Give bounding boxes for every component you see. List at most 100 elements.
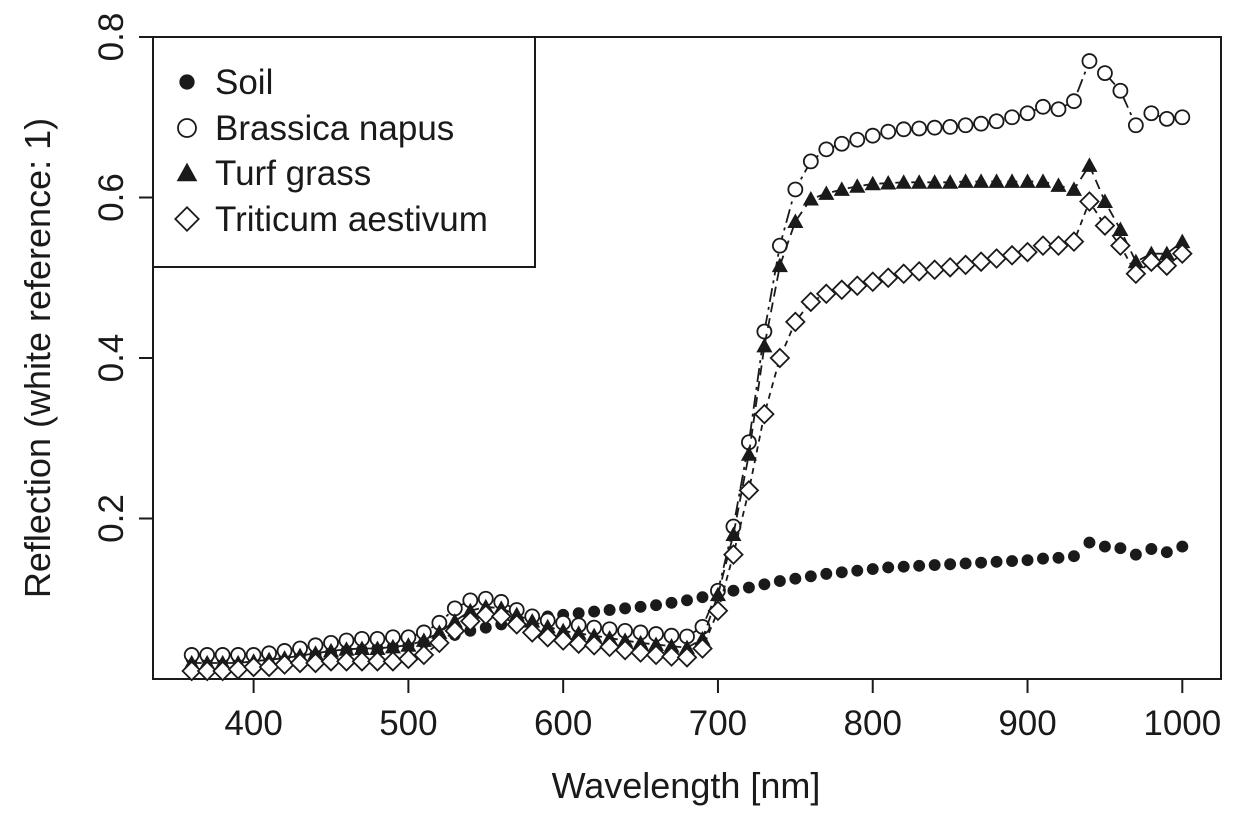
data-point	[1019, 105, 1036, 122]
data-point	[555, 622, 572, 638]
axes: 400 500 600 700 800 900 1000 0.2 0.4 0.6 0.8	[92, 13, 1222, 743]
data-point	[367, 650, 388, 672]
data-point	[986, 248, 1007, 269]
data-point	[1097, 65, 1113, 82]
data-point	[877, 267, 899, 289]
data-point	[771, 237, 788, 254]
data-point	[475, 604, 497, 626]
data-point	[1068, 550, 1080, 563]
data-point	[1129, 548, 1142, 561]
data-point	[508, 606, 525, 622]
data-point	[707, 600, 729, 622]
data-point	[928, 559, 941, 571]
data-point	[740, 446, 757, 461]
x-tick-label: 600	[534, 704, 592, 743]
data-point	[1114, 542, 1127, 555]
data-point	[849, 131, 866, 148]
data-point	[926, 119, 943, 136]
data-point	[880, 175, 897, 190]
data-point	[428, 632, 450, 654]
data-point	[849, 178, 866, 193]
legend-marker	[174, 206, 200, 232]
data-point	[990, 555, 1003, 568]
data-point	[882, 561, 895, 574]
data-point	[835, 566, 848, 579]
data-point	[727, 584, 740, 597]
data-point	[681, 594, 693, 607]
data-point	[1110, 235, 1131, 257]
x-axis-label: Wavelength [nm]	[552, 765, 821, 806]
data-point	[738, 480, 760, 501]
data-point	[446, 613, 463, 628]
data-point	[815, 283, 837, 305]
legend-box	[152, 36, 536, 268]
data-point	[723, 544, 744, 565]
data-point	[756, 337, 773, 353]
data-point	[1145, 543, 1158, 555]
data-point	[1035, 98, 1051, 115]
x-tick-label: 400	[224, 704, 282, 743]
data-point	[939, 256, 961, 278]
data-point	[1158, 245, 1175, 261]
data-point	[1112, 221, 1129, 237]
data-point	[787, 181, 804, 198]
data-point	[630, 642, 651, 663]
data-point	[413, 644, 435, 666]
data-point	[957, 173, 974, 188]
data-point	[911, 120, 928, 137]
data-point	[599, 636, 620, 658]
data-point	[1037, 552, 1049, 565]
data-point	[320, 650, 342, 672]
data-point	[833, 135, 850, 152]
data-point	[336, 650, 357, 672]
data-point	[758, 578, 771, 591]
data-point	[944, 558, 957, 571]
data-point	[800, 291, 822, 313]
data-point	[1112, 82, 1129, 99]
data-point	[521, 622, 543, 643]
y-tick-label: 0.2	[92, 494, 131, 543]
data-point	[196, 660, 218, 682]
data-point	[908, 260, 930, 282]
data-point	[692, 638, 713, 659]
legend-label: Brassica napus	[215, 109, 454, 148]
data-point	[913, 559, 926, 572]
data-point	[1019, 173, 1036, 188]
data-point	[973, 115, 989, 132]
data-point	[1048, 235, 1069, 257]
data-point	[539, 618, 556, 634]
data-point	[663, 638, 680, 653]
data-point	[462, 602, 479, 618]
data-point	[926, 174, 943, 189]
data-point	[864, 127, 881, 144]
data-point	[754, 403, 775, 425]
data-point	[833, 181, 850, 196]
data-point	[1006, 555, 1018, 567]
data-point	[1081, 157, 1098, 172]
x-tick-label: 800	[844, 704, 902, 743]
data-point	[862, 271, 884, 293]
data-point	[988, 113, 1005, 130]
data-point	[1096, 193, 1113, 208]
data-point	[911, 174, 928, 189]
data-point	[756, 323, 773, 340]
data-point	[678, 639, 696, 655]
data-point	[552, 630, 574, 651]
data-point	[1050, 177, 1067, 192]
legend-label: Turf grass	[215, 154, 371, 193]
data-point	[676, 646, 698, 668]
data-point	[895, 174, 912, 189]
data-point	[181, 660, 203, 682]
data-point	[973, 173, 990, 188]
data-point	[665, 596, 678, 609]
data-point	[1021, 554, 1034, 567]
series-triticum-aestivum	[181, 191, 1193, 682]
data-point	[307, 645, 324, 660]
data-point	[988, 173, 1005, 188]
legend-label: Triticum aestivum	[215, 200, 488, 239]
data-point	[1156, 255, 1178, 277]
x-tick-label: 1000	[1143, 704, 1221, 743]
data-point	[820, 567, 833, 580]
legend-marker	[177, 118, 197, 138]
data-point	[1140, 251, 1162, 273]
